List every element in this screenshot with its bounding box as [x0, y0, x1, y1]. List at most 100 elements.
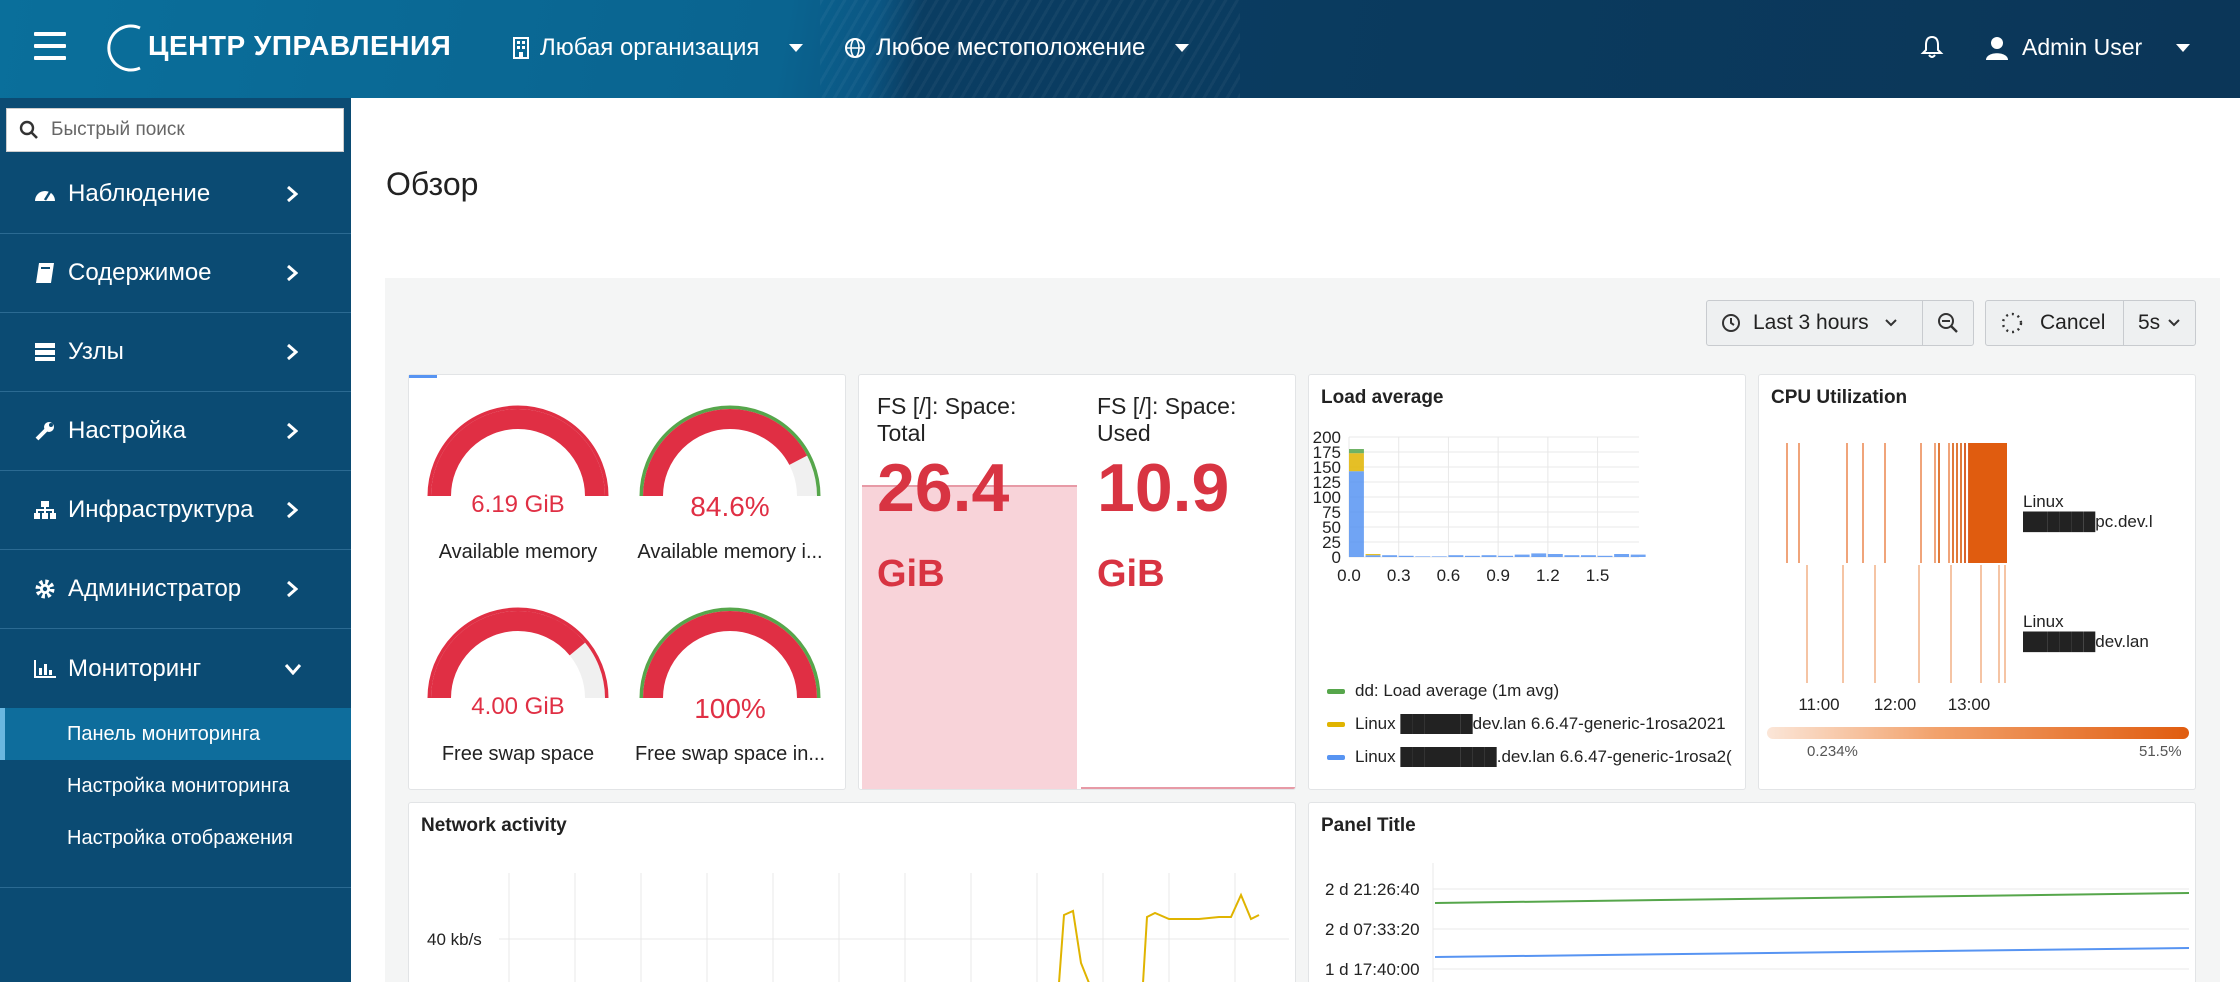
logo-icon: [107, 24, 141, 72]
dashboard-gauge-icon: [32, 182, 58, 206]
chevron-right-icon: [287, 343, 298, 361]
network-activity-panel: Network activity 40 kb/s: [408, 802, 1296, 982]
sidebar-item-monitoring[interactable]: Мониторинг: [0, 629, 351, 708]
user-menu[interactable]: Admin User: [1986, 34, 2191, 61]
organization-label: Любая организация: [540, 34, 760, 61]
x-tick-label: 12:00: [1874, 695, 1917, 714]
refresh-interval-button[interactable]: 5s: [2124, 301, 2194, 345]
legend-item[interactable]: Linux ██████dev.lan 6.6.47-generic-1rosa…: [1327, 714, 1745, 734]
load-bar: [1597, 555, 1613, 557]
refresh-interval-label: 5s: [2138, 311, 2161, 334]
bell-icon[interactable]: [1920, 34, 1944, 60]
bar-chart-icon: [32, 657, 58, 681]
zoom-out-button[interactable]: [1923, 301, 1973, 345]
sidebar-subitem-monitoring-dashboard[interactable]: Панель мониторинга: [0, 708, 351, 760]
time-range-label: Last 3 hours: [1753, 311, 1869, 334]
time-range-button[interactable]: Last 3 hours: [1707, 301, 1922, 345]
sidebar-item-monitor[interactable]: Наблюдение: [0, 155, 351, 234]
gauge-available-memory-percent: [639, 405, 821, 497]
sidebar-item-label: Содержимое: [68, 259, 212, 286]
chevron-right-icon: [287, 185, 298, 203]
chevron-right-icon: [287, 264, 298, 282]
gauges-panel: 6.19 GiB Available memory 84.6% Availabl…: [408, 374, 846, 790]
stat-unit: GiB: [1097, 553, 1165, 595]
load-bar: [1415, 556, 1431, 557]
y-tick-label: 50: [1322, 518, 1341, 537]
network-activity-chart: 40 kb/s: [427, 873, 1289, 982]
series-line-green: [1434, 892, 2190, 904]
legend-item[interactable]: dd: Load average (1m avg): [1327, 681, 1559, 701]
cancel-label: Cancel: [2040, 311, 2106, 334]
search-input[interactable]: [51, 119, 331, 141]
panel-title-panel: Panel Title 2 d 21:26:40 2 d 07:33:20 1 …: [1308, 802, 2196, 982]
x-tick-label: 0.3: [1387, 566, 1411, 585]
sidebar-divider: [0, 887, 351, 888]
chevron-down-icon: [1884, 319, 1897, 327]
y-tick-label: 2 d 07:33:20: [1325, 920, 1420, 939]
sidebar-subitem-label: Настройка отображения: [67, 826, 294, 849]
quick-search[interactable]: [6, 108, 344, 152]
refresh-picker[interactable]: Cancel 5s: [1985, 300, 2196, 346]
load-bar: [1514, 554, 1530, 557]
panel-title: CPU Utilization: [1771, 387, 1908, 408]
sidebar-subitem-label: Настройка мониторинга: [67, 774, 290, 797]
legend-item[interactable]: Linux ████████.dev.lan 6.6.47-generic-1r…: [1327, 747, 1745, 767]
zoom-out-icon: [1938, 313, 1958, 333]
load-bar: [1498, 555, 1514, 557]
sitemap-icon: [32, 498, 58, 522]
y-tick-label: 200: [1313, 428, 1341, 447]
sidebar-item-content[interactable]: Содержимое: [0, 234, 351, 313]
heatmap-row-label: Linux ██████pc.dev.l: [2021, 492, 2195, 532]
load-bar: [1630, 554, 1646, 557]
y-tick-label: 0: [1332, 548, 1341, 567]
cancel-button[interactable]: Cancel: [1986, 301, 2123, 345]
sidebar-subitem-monitoring-settings[interactable]: Настройка мониторинга: [0, 760, 351, 812]
user-name: Admin User: [2022, 34, 2143, 60]
panel-title: Network activity: [421, 815, 567, 836]
panel-title: Panel Title: [1321, 815, 1416, 836]
y-tick-label: 125: [1313, 473, 1341, 492]
x-tick-label: 13:00: [1948, 695, 1991, 714]
organization-selector[interactable]: Любая организация: [512, 34, 804, 62]
chevron-down-icon: [2176, 43, 2191, 52]
load-bar: [1349, 453, 1364, 472]
stat-title: FS [/]: Space: Used: [1097, 393, 1237, 446]
heatmap-row-label: Linux ██████dev.lan: [2021, 612, 2195, 652]
time-range-picker[interactable]: Last 3 hours: [1706, 300, 1974, 346]
panel-loading-bar: [409, 375, 437, 378]
fs-space-panel: FS [/]: Space: Total 26.4 GiB FS [/]: Sp…: [858, 374, 1296, 790]
legend-label: Linux ██████dev.lan 6.6.47-generic-1rosa…: [1355, 714, 1726, 733]
location-selector[interactable]: Любое местоположение: [844, 34, 1190, 62]
legend-swatch: [1327, 721, 1345, 727]
sidebar-subitem-display-settings[interactable]: Настройка отображения: [0, 812, 351, 864]
search-icon: [19, 120, 38, 139]
chevron-down-icon: [284, 664, 302, 675]
sidebar-item-administrator[interactable]: Администратор: [0, 550, 351, 629]
sidebar: Наблюдение Содержимое Узлы Настройка Инф…: [0, 98, 351, 982]
brand-title: ЦЕНТР УПРАВЛЕНИЯ: [148, 30, 452, 61]
menu-toggle-icon[interactable]: [34, 32, 66, 62]
sidebar-item-infrastructure[interactable]: Инфраструктура: [0, 471, 351, 550]
y-tick-label: 175: [1313, 443, 1341, 462]
sidebar-item-hosts[interactable]: Узлы: [0, 313, 351, 392]
chevron-right-icon: [287, 422, 298, 440]
heatmap-row-2: [1806, 565, 2006, 683]
load-bar: [1349, 471, 1364, 557]
x-tick-label: 1.5: [1586, 566, 1610, 585]
stat-unit: GiB: [877, 553, 945, 595]
series-line-blue: [1434, 947, 2190, 958]
heatmap-color-scale: [1767, 727, 2189, 739]
x-tick-label: 0.9: [1486, 566, 1510, 585]
y-tick-label: 100: [1313, 488, 1341, 507]
y-tick-label: 1 d 17:40:00: [1325, 960, 1420, 979]
sidebar-item-configure[interactable]: Настройка: [0, 392, 351, 471]
chevron-down-icon: [1175, 44, 1190, 52]
gauge-free-swap: [427, 607, 609, 699]
load-bar: [1481, 555, 1497, 557]
gauge-label: Available memory i...: [637, 541, 823, 563]
load-bar: [1614, 554, 1630, 557]
gauge-available-memory: [427, 405, 609, 497]
uptime-chart: 2 d 21:26:40 2 d 07:33:20 1 d 17:40:00: [1325, 863, 2190, 982]
gauge-value: 84.6%: [690, 491, 770, 522]
load-average-panel: Load average 200 175 150 125 100 75 50 25 0 0.0 0.…: [1308, 374, 1746, 790]
